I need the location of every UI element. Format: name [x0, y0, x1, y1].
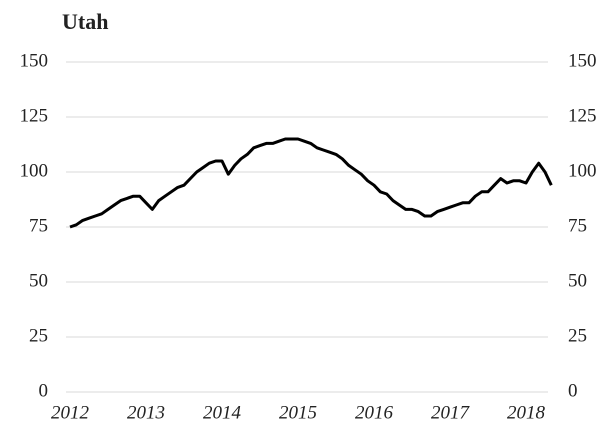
line: [69, 137, 553, 229]
y-tick-label: 25: [29, 325, 48, 346]
y-tick-label: 50: [29, 270, 48, 291]
chart-title: Utah: [62, 9, 108, 34]
y2-tick-label: 0: [568, 380, 578, 401]
y-tick-label: 0: [39, 380, 49, 401]
y-tick-label: 150: [20, 50, 49, 71]
y2-tick-label: 25: [568, 325, 587, 346]
x-tick-label: 2015: [279, 402, 317, 423]
y-tick-label: 125: [20, 105, 49, 126]
x-tick-label: 2014: [203, 402, 242, 423]
y2-tick-label: 75: [568, 215, 587, 236]
x-tick-label: 2013: [127, 402, 165, 423]
x-tick-label: 2016: [355, 402, 394, 423]
y-tick-label: 100: [20, 160, 49, 181]
x-tick-label: 2012: [51, 402, 90, 423]
x-tick-label: 2017: [431, 402, 471, 423]
y2-tick-label: 125: [568, 105, 597, 126]
y2-tick-label: 100: [568, 160, 597, 181]
y2-tick-label: 50: [568, 270, 587, 291]
y2-tick-label: 150: [568, 50, 597, 71]
x-tick-label: 2018: [507, 402, 546, 423]
y-tick-label: 75: [29, 215, 48, 236]
